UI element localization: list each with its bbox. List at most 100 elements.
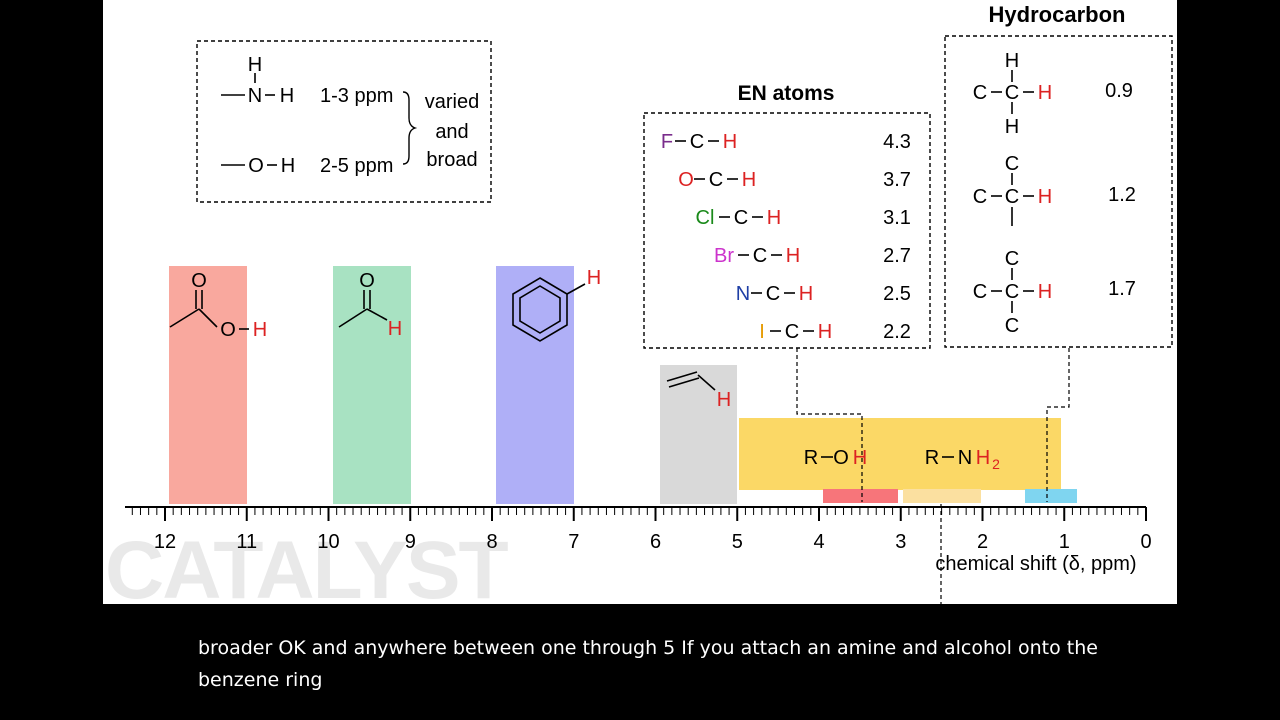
en-c-label: C	[734, 207, 748, 229]
carboxylic-o-label: O	[191, 270, 207, 292]
tick-label: 3	[895, 531, 906, 553]
note-line-1: varied	[425, 91, 479, 113]
methine-top-c: C	[1005, 248, 1019, 270]
caption-line-1: broader OK and anywhere between one thro…	[198, 637, 1098, 659]
vinyl-h-label: H	[717, 389, 731, 411]
carboxylic-acid-band	[169, 266, 247, 504]
en-atoms-rows: F C H 4.3O C H 3.7Cl C H 3.1Br C H 2.7N C H 2.5I C H 2.2	[661, 131, 911, 343]
en-row: Br C H 2.7	[714, 245, 911, 267]
en-atoms-box	[643, 112, 931, 349]
en-shift-value: 3.7	[883, 169, 911, 191]
nmr-shift-diagram: CATALYST O O H O H H H R O H	[105, 2, 1173, 604]
heteroatom-box	[196, 40, 492, 203]
axis-minor-ticks	[131, 507, 1139, 515]
aldehyde-o-label: O	[359, 270, 375, 292]
vinyl-band	[660, 365, 737, 504]
methine-bottom-c: C	[1005, 315, 1019, 337]
en-shift-value: 3.1	[883, 207, 911, 229]
aldehyde-structure	[338, 290, 388, 328]
en-h-label: H	[799, 283, 813, 305]
nh-n-label: N	[248, 85, 262, 107]
methyl-structure: H C C H H	[973, 50, 1052, 138]
en-c-label: C	[766, 283, 780, 305]
tick-label: 1	[1059, 531, 1070, 553]
methylene-structure: C C C H	[973, 153, 1052, 226]
methine-left-c: C	[973, 281, 987, 303]
note-line-3: broad	[426, 149, 477, 171]
en-atom-label: O	[678, 169, 694, 191]
roh-r-label: R	[804, 447, 818, 469]
oh-o-label: O	[248, 155, 264, 177]
alcohol-range-marker	[823, 489, 898, 503]
tick-label: 12	[154, 531, 176, 553]
en-c-label: C	[690, 131, 704, 153]
tick-label: 11	[236, 531, 257, 553]
methyl-left-c: C	[973, 82, 987, 104]
en-shift-value: 2.2	[883, 321, 911, 343]
carboxylic-acid-structure	[169, 290, 218, 328]
nh-h-label: H	[280, 85, 294, 107]
aromatic-band	[496, 266, 574, 504]
note-line-2: and	[435, 121, 468, 143]
tick-label: 8	[486, 531, 497, 553]
rnh2-subscript: 2	[992, 456, 1000, 472]
en-row: F C H 4.3	[661, 131, 911, 153]
brace-icon	[402, 91, 418, 165]
methyl-bottom-h: H	[1005, 116, 1019, 138]
methine-shift-value: 1.7	[1108, 278, 1136, 300]
tick-label: 10	[317, 531, 339, 553]
methyl-center-c: C	[1005, 82, 1019, 104]
aldehyde-band	[333, 266, 411, 504]
en-atom-label: I	[759, 321, 765, 343]
tick-label: 0	[1140, 531, 1151, 553]
en-shift-value: 4.3	[883, 131, 911, 153]
en-shift-value: 2.5	[883, 283, 911, 305]
carboxylic-oh-o-label: O	[220, 319, 236, 341]
subtitle-caption: broader OK and anywhere between one thro…	[198, 632, 1118, 696]
alkane-range-marker	[1025, 489, 1077, 503]
methyl-top-h: H	[1005, 50, 1019, 72]
en-c-label: C	[753, 245, 767, 267]
axis-label: chemical shift (δ, ppm)	[935, 553, 1136, 575]
en-h-label: H	[723, 131, 737, 153]
methylene-top-c: C	[1005, 153, 1019, 175]
methine-h: H	[1038, 281, 1052, 303]
en-c-label: C	[709, 169, 723, 191]
methylene-left-c: C	[973, 186, 987, 208]
roh-h-label: H	[853, 447, 867, 469]
en-row: I C H 2.2	[759, 321, 911, 343]
oh-h-label: H	[281, 155, 295, 177]
en-atoms-title: EN atoms	[738, 82, 835, 105]
hydrocarbon-box	[944, 35, 1173, 348]
methyl-h: H	[1038, 82, 1052, 104]
roh-o-label: O	[833, 447, 849, 469]
axis-major-ticks: 12 11 10 9 8 7 6 5 4 3 2 1 0	[154, 507, 1152, 553]
amine-range-marker	[903, 489, 981, 503]
tick-label: 5	[732, 531, 743, 553]
en-h-label: H	[786, 245, 800, 267]
tick-label: 6	[650, 531, 661, 553]
aldehyde-h-label: H	[388, 318, 402, 340]
watermark-text: CATALYST	[105, 525, 509, 604]
slide-panel: CATALYST O O H O H H H R O H	[103, 0, 1177, 604]
nh-range-label: 1-3 ppm	[320, 85, 393, 107]
tick-label: 7	[568, 531, 579, 553]
en-atom-label: Br	[714, 245, 734, 267]
rnh2-r-label: R	[925, 447, 939, 469]
en-shift-value: 2.7	[883, 245, 911, 267]
en-row: N C H 2.5	[736, 283, 911, 305]
carboxylic-h-label: H	[253, 319, 267, 341]
methylene-shift-value: 1.2	[1108, 184, 1136, 206]
nh-top-h-label: H	[248, 54, 262, 76]
connector-lines	[796, 348, 1070, 604]
en-atom-label: Cl	[696, 207, 715, 229]
aromatic-h-label: H	[587, 267, 601, 289]
tick-label: 2	[977, 531, 988, 553]
vinyl-structure	[666, 371, 716, 391]
oh-range-label: 2-5 ppm	[320, 155, 393, 177]
tick-label: 4	[813, 531, 824, 553]
methylene-h: H	[1038, 186, 1052, 208]
en-row: Cl C H 3.1	[696, 207, 911, 229]
methylene-center-c: C	[1005, 186, 1019, 208]
hydrocarbon-title: Hydrocarbon	[989, 2, 1126, 27]
